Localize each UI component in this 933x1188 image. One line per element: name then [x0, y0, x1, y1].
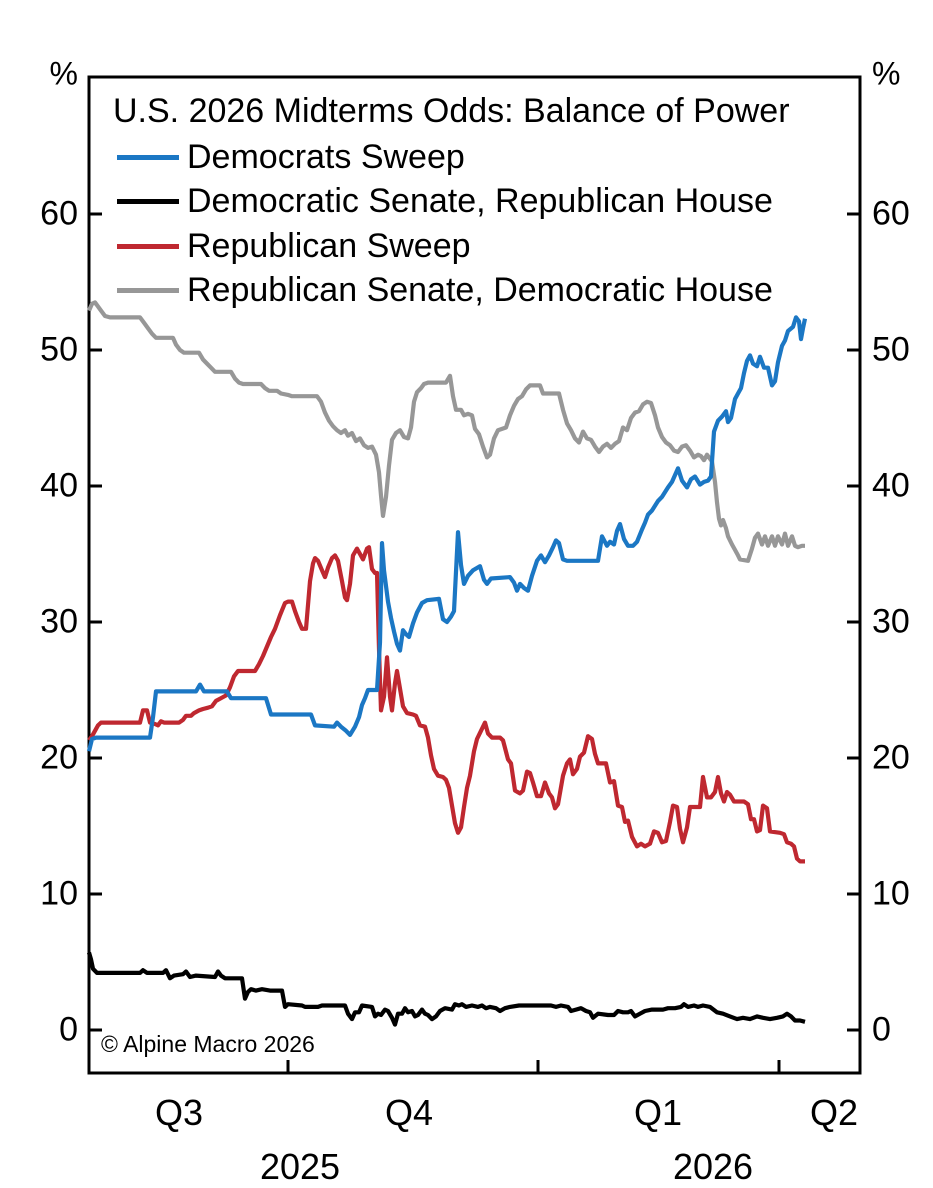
plot-border	[87, 75, 862, 1075]
series-line-democrats-sweep	[86, 315, 808, 752]
series-line-democratic-senate-republican-house	[86, 951, 806, 1027]
series-line-republican-sweep	[87, 545, 805, 864]
series-line-republican-senate-democratic-house	[87, 300, 805, 563]
